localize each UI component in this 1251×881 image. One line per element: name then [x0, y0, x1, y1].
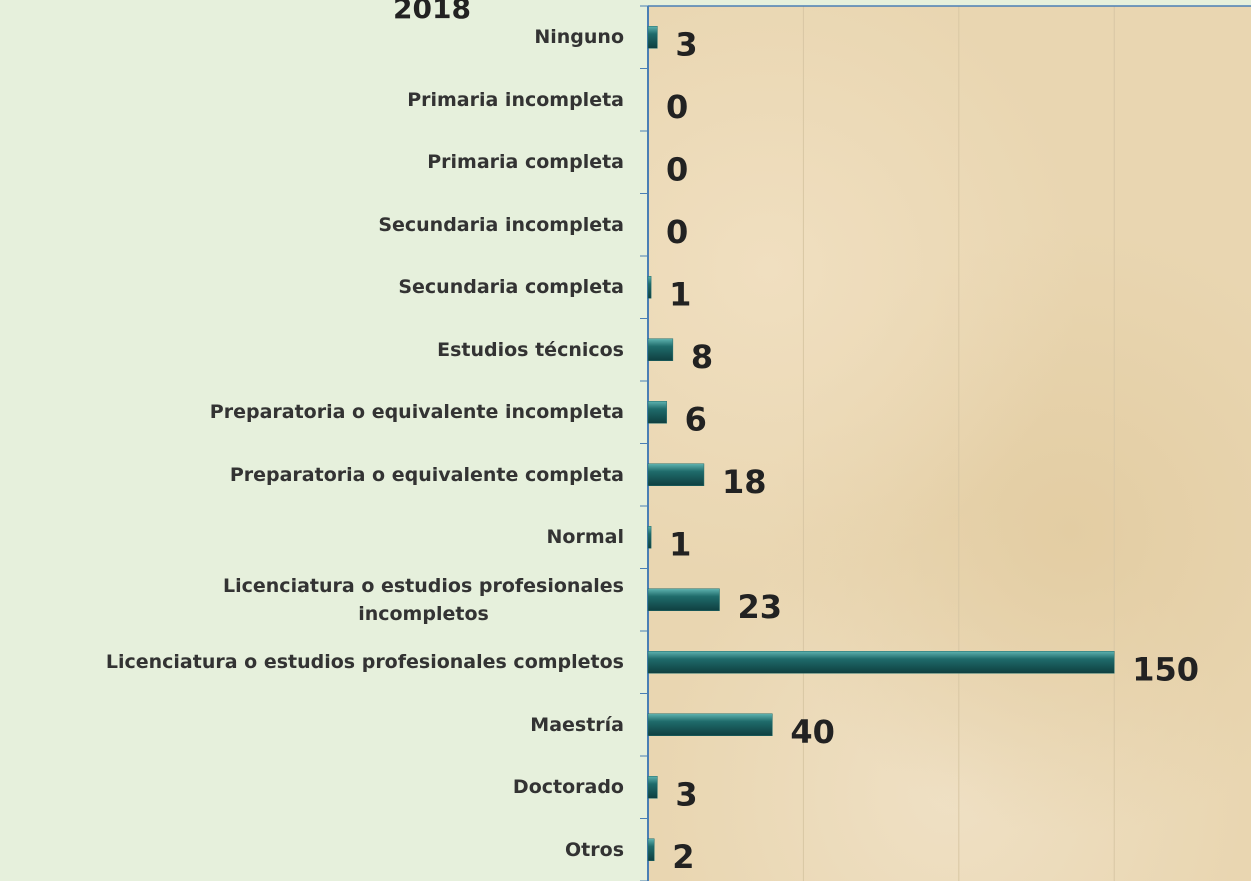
- chart-title: 2018: [393, 0, 471, 25]
- value-label: 0: [666, 88, 688, 126]
- value-label: 0: [666, 213, 688, 251]
- y-tick-label: Maestría: [530, 713, 624, 736]
- bar: [647, 401, 667, 424]
- value-label: 6: [685, 400, 707, 438]
- y-tick-label: Licenciatura o estudios profesionales in…: [223, 574, 624, 625]
- value-label: 3: [675, 775, 697, 813]
- y-tick-label: Doctorado: [512, 776, 624, 799]
- y-tick-label: Estudios técnicos: [437, 338, 624, 361]
- bar: [647, 713, 773, 736]
- value-label: 23: [737, 588, 782, 626]
- value-label: 2: [672, 838, 694, 876]
- y-tick-label: Secundaria completa: [398, 276, 624, 299]
- y-tick-label: Preparatoria o equivalente incompleta: [209, 401, 624, 424]
- bar: [647, 651, 1115, 674]
- y-tick-label: Normal: [546, 526, 624, 549]
- bar: [647, 338, 674, 361]
- value-label: 18: [722, 463, 767, 501]
- value-label: 150: [1132, 650, 1199, 688]
- y-tick-label: Licenciatura o estudios profesionales co…: [105, 651, 624, 674]
- value-label: 0: [666, 150, 688, 188]
- y-tick-label: Primaria incompleta: [407, 88, 624, 111]
- value-label: 8: [691, 338, 713, 376]
- bar: [647, 463, 705, 486]
- bar: [647, 776, 658, 799]
- bar: [647, 588, 720, 611]
- value-label: 1: [669, 525, 691, 563]
- y-tick-label: Ninguno: [534, 26, 624, 49]
- value-label: 40: [790, 713, 835, 751]
- value-label: 3: [675, 25, 697, 63]
- value-label: 1: [669, 275, 691, 313]
- bar: [647, 838, 655, 861]
- y-tick-label: Otros: [565, 838, 624, 861]
- y-tick-label: Preparatoria o equivalente completa: [229, 463, 624, 486]
- bar: [647, 276, 652, 299]
- y-tick-label: Primaria completa: [427, 151, 624, 174]
- y-tick-label: Secundaria incompleta: [378, 213, 624, 236]
- bar: [647, 526, 652, 549]
- bar: [647, 26, 658, 49]
